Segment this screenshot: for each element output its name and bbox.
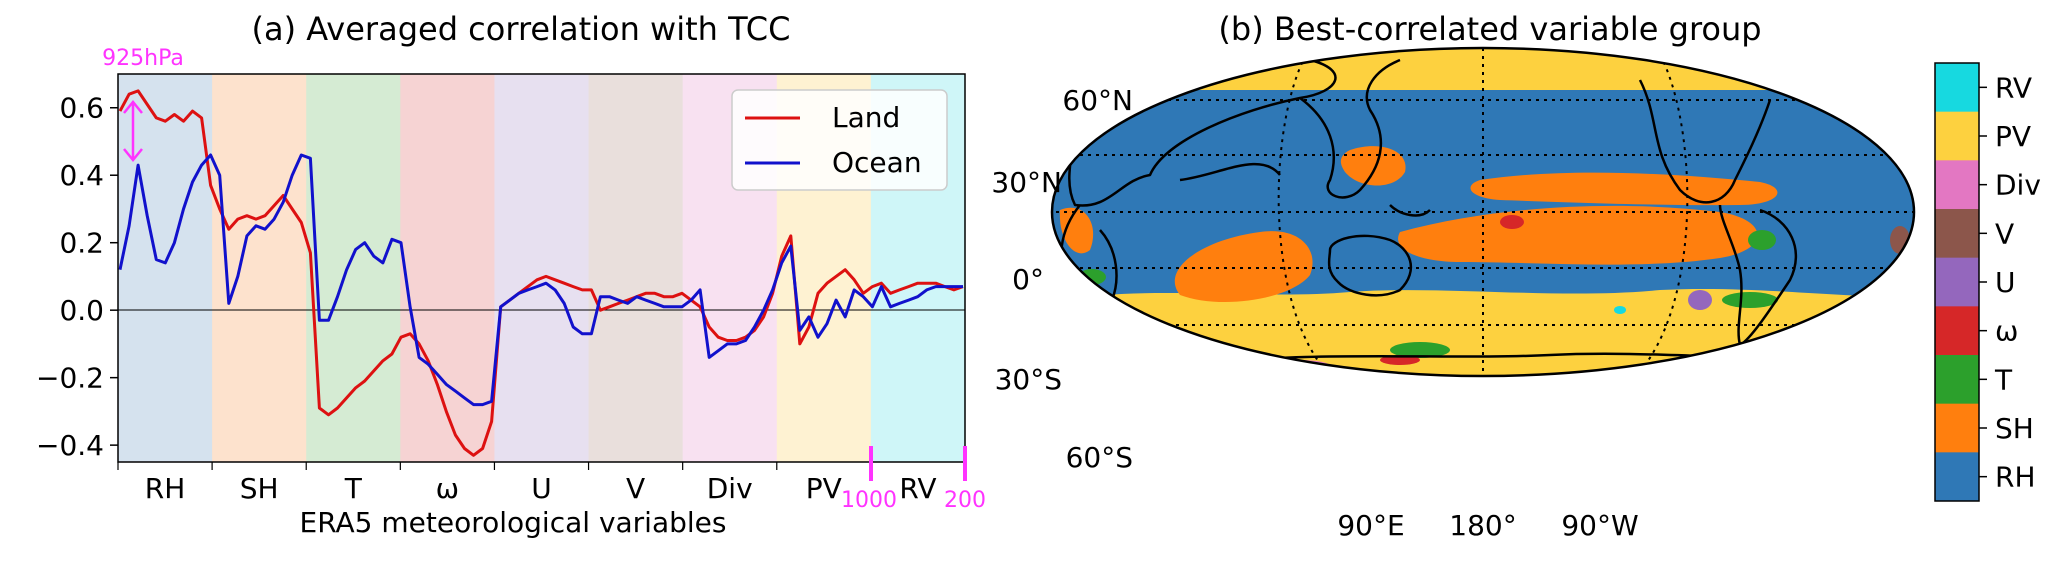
- world-map-panel: (b) Best-correlated variable group: [991, 10, 2041, 542]
- sh-west-pacific: [1340, 146, 1406, 186]
- colorbar-swatch: [1935, 257, 1979, 307]
- annotation-arrow: [123, 100, 143, 162]
- band-4: [494, 74, 590, 462]
- map-outline: [1050, 46, 1916, 378]
- pv-north-band: [1052, 48, 1914, 90]
- y-tick-label: −0.2: [36, 362, 104, 395]
- chart-title-b: (b) Best-correlated variable group: [1218, 10, 1761, 48]
- y-tick-label: 0.2: [59, 227, 104, 260]
- colorbar-label: ω: [1995, 315, 2018, 348]
- x-category-label: SH: [240, 472, 279, 505]
- latitude-labels: 60°N 30°N 0° 30°S 60°S: [991, 84, 1133, 474]
- lat-label-30n: 30°N: [991, 166, 1062, 199]
- sh-indian-ocean: [1174, 231, 1313, 303]
- omega-patch-1: [1500, 215, 1524, 229]
- y-tick-label: 0.6: [59, 92, 104, 125]
- rv-patch-1: [1614, 306, 1626, 314]
- series-lines: [118, 89, 964, 457]
- y-tick-label: 0.0: [59, 294, 104, 327]
- x-category-label: T: [344, 472, 363, 505]
- t-patch-antarctic: [1390, 342, 1450, 358]
- lon-label-90w: 90°W: [1561, 509, 1638, 542]
- colorbar-swatch: [1935, 403, 1979, 453]
- legend-label-land: Land: [832, 101, 900, 134]
- t-patch-amazon: [1748, 230, 1776, 250]
- colorbar-label: SH: [1995, 412, 2034, 445]
- band-3: [400, 74, 495, 462]
- band-2: [306, 74, 401, 462]
- lat-label-0: 0°: [1012, 263, 1044, 296]
- x-category-label: U: [531, 472, 552, 505]
- x-category-label: Div: [707, 472, 753, 505]
- level-200-marker: [963, 446, 967, 481]
- colorbar-swatch: [1935, 306, 1979, 356]
- lon-label-180: 180°: [1449, 509, 1516, 542]
- colorbar-swatch: [1935, 355, 1979, 405]
- y-tick-label: 0.4: [59, 159, 104, 192]
- u-patch-1: [1688, 290, 1712, 310]
- sh-pacific-band: [1398, 205, 1758, 265]
- colorbar-label: RV: [1995, 71, 2032, 104]
- x-category-label: V: [626, 472, 645, 505]
- sh-pacific-north: [1470, 172, 1778, 206]
- colorbar-label: V: [1995, 217, 2014, 250]
- colorbar-swatch: [1935, 452, 1979, 502]
- longitude-labels: 90°E 180° 90°W: [1337, 509, 1638, 542]
- chart-title-a: (a) Averaged correlation with TCC: [252, 10, 791, 48]
- colorbar-swatch: [1935, 111, 1979, 161]
- colorbar-frame: [1934, 62, 1980, 502]
- t-patch-south-america: [1722, 292, 1778, 308]
- lat-label-60s: 60°S: [1066, 441, 1133, 474]
- colorbar-label: RH: [1995, 461, 2036, 494]
- series-line-land: [118, 89, 964, 457]
- annotation-925hpa: 925hPa: [102, 46, 184, 71]
- sh-atlantic: [1059, 207, 1094, 254]
- legend-label-ocean: Ocean: [832, 146, 922, 179]
- correlation-line-chart: (a) Averaged correlation with TCC −0.4−0…: [36, 10, 986, 539]
- x-category-label: PV: [806, 472, 842, 505]
- graticule: [1052, 48, 1914, 376]
- x-category-label: ω: [436, 472, 459, 505]
- colorbar-swatch: [1935, 209, 1979, 259]
- plot-frame: [117, 73, 966, 463]
- annotation-200: 200: [944, 488, 986, 513]
- colorbar-swatch: [1935, 160, 1979, 210]
- y-axis: −0.4 −0.2 0.0 0.2 0.4 0.6: [36, 92, 118, 462]
- lat-label-30s: 30°S: [995, 363, 1062, 396]
- y-tick-label: −0.4: [36, 429, 104, 462]
- x-axis-label: ERA5 meteorological variables: [300, 506, 727, 539]
- colorbar-label: T: [1994, 363, 2013, 396]
- legend: Land Ocean: [731, 89, 948, 191]
- band-5: [588, 74, 684, 462]
- lat-label-60n: 60°N: [1062, 84, 1133, 117]
- series-line-ocean: [118, 153, 963, 407]
- x-category-label: RV: [899, 472, 936, 505]
- colorbar-label: U: [1995, 266, 2016, 299]
- div-patch-1: [1270, 360, 1330, 372]
- x-category-label: RH: [145, 472, 186, 505]
- annotation-1000: 1000: [841, 488, 897, 513]
- colorbar-label: PV: [1995, 120, 2031, 153]
- band-1: [212, 74, 307, 462]
- colorbar-swatch: [1935, 63, 1979, 113]
- lon-label-90e: 90°E: [1337, 509, 1404, 542]
- colorbar-label: Div: [1995, 169, 2041, 202]
- level-1000-marker: [869, 446, 873, 481]
- variable-group-bands: [118, 74, 965, 462]
